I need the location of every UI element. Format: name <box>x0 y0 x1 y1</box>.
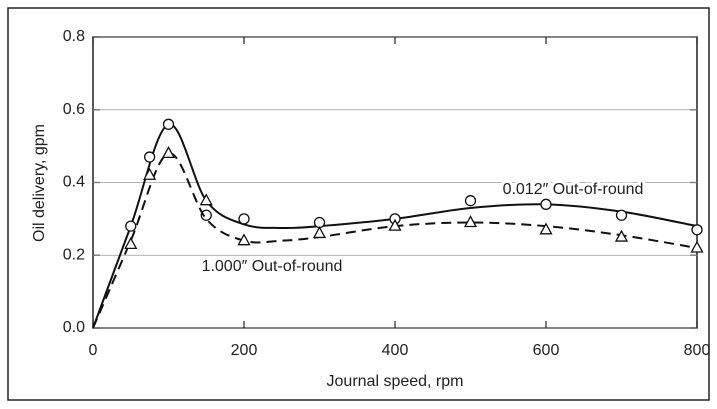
series-label: 0.012″ Out-of-round <box>503 181 644 198</box>
marker <box>388 218 402 231</box>
marker <box>464 195 477 207</box>
y-tick-label: 0.2 <box>63 246 85 263</box>
marker <box>615 209 628 221</box>
y-tick-label: 0.6 <box>63 101 85 118</box>
x-tick-label: 800 <box>684 342 711 359</box>
x-tick-label: 0 <box>89 342 98 359</box>
marker <box>199 193 213 206</box>
marker <box>313 216 326 229</box>
x-tick-label: 400 <box>382 342 409 359</box>
marker <box>161 146 176 159</box>
marker <box>312 226 327 239</box>
marker <box>162 118 175 130</box>
y-axis-label: Oil delivery, gpm <box>31 124 48 242</box>
y-tick-label: 0.8 <box>63 28 85 45</box>
y-tick-label: 0.0 <box>63 319 85 336</box>
y-tick-label: 0.4 <box>63 174 85 191</box>
series-line <box>92 152 698 329</box>
outer-border <box>7 7 710 401</box>
marker <box>200 209 212 221</box>
marker <box>463 215 478 228</box>
x-axis-label: Journal speed, rpm <box>327 373 464 390</box>
x-tick-label: 600 <box>533 342 560 359</box>
marker <box>540 198 552 210</box>
series-label: 1.000″ Out-of-round <box>202 258 343 275</box>
x-tick-label: 200 <box>231 342 258 359</box>
marker <box>691 224 703 236</box>
marker <box>539 222 553 235</box>
marker <box>124 236 138 249</box>
marker <box>690 240 704 253</box>
marker <box>237 233 251 246</box>
marker <box>143 167 157 180</box>
marker <box>125 220 137 232</box>
marker <box>143 151 156 163</box>
marker <box>614 229 629 242</box>
marker <box>238 213 250 225</box>
